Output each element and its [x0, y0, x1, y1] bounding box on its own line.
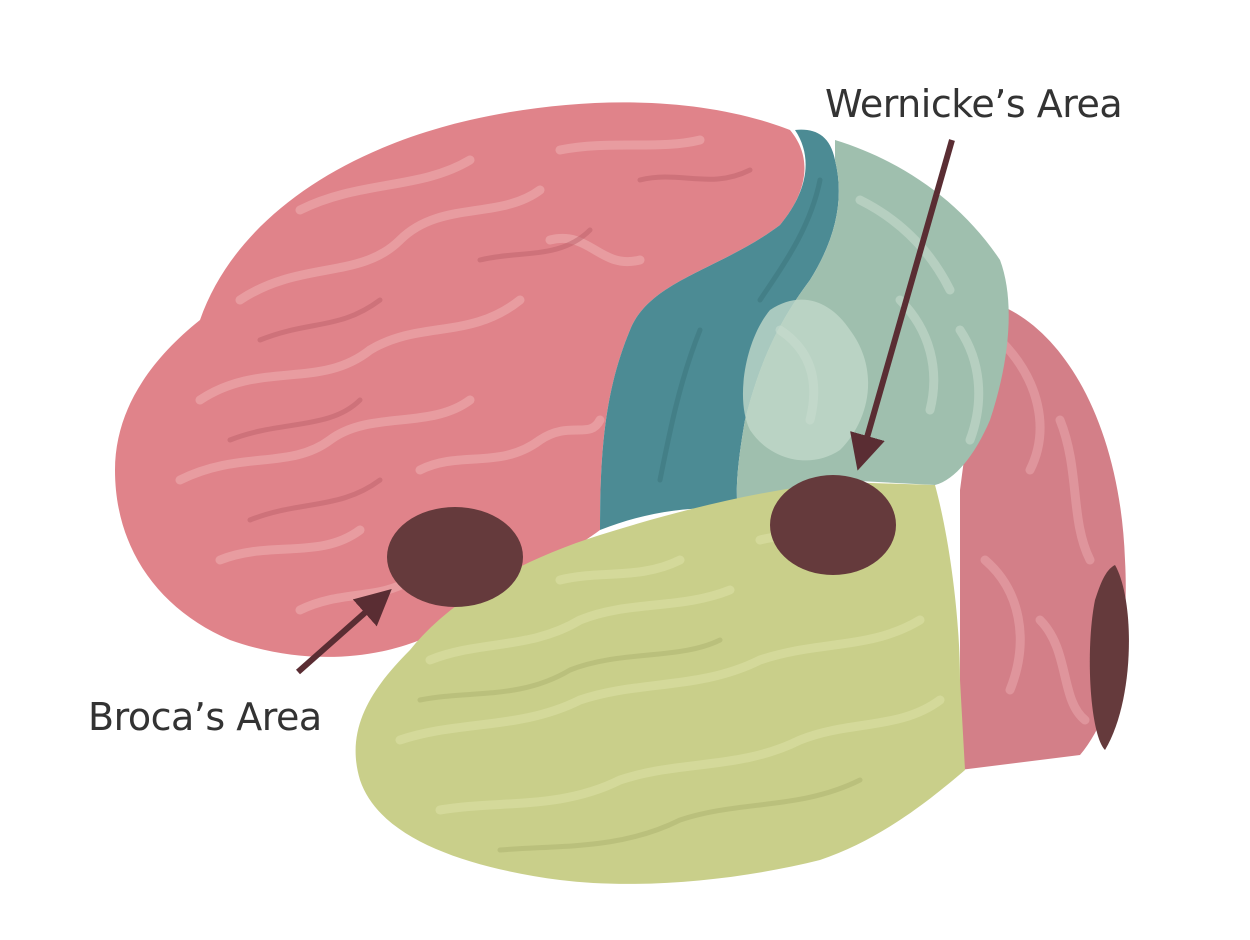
occipital-pole-spot	[1089, 565, 1129, 750]
parietal-highlight	[742, 299, 869, 461]
temporal-sulci	[417, 637, 863, 853]
wernicke-arrow	[850, 139, 955, 471]
occipital-lobe	[960, 300, 1126, 770]
occipital-gyri	[980, 335, 1095, 725]
temporal-gyri	[395, 515, 945, 815]
broca-arrow	[296, 589, 392, 675]
motor-cortex	[600, 129, 839, 530]
brocas-area-label: Broca’s Area	[88, 695, 322, 739]
parietal-gyri	[775, 195, 984, 445]
frontal-lobe	[115, 102, 805, 657]
frontal-sulci	[227, 167, 753, 523]
wernickes-area-label: Wernicke’s Area	[825, 82, 1122, 126]
brocas-area-spot	[387, 507, 523, 607]
motor-gyri	[657, 177, 823, 483]
wernickes-area-spot	[770, 475, 896, 575]
